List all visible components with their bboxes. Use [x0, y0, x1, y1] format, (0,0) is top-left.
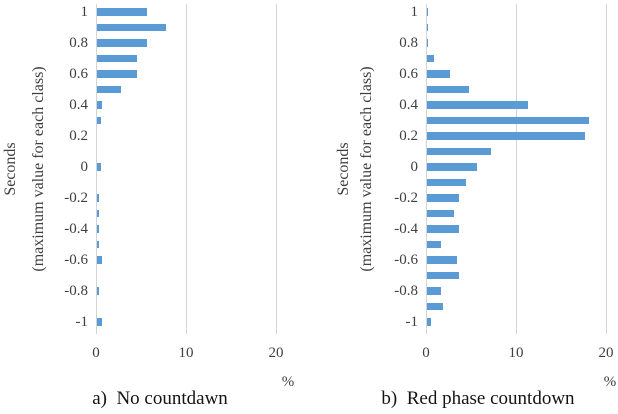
gridline: [186, 4, 187, 334]
y-tick-label: 0: [410, 158, 419, 175]
y-tick-label: -0.6: [64, 251, 88, 268]
y-tick-label: 0.8: [399, 34, 418, 51]
x-tick-label: 0: [422, 345, 430, 361]
bar: [427, 147, 491, 155]
y-tick-label: 0.2: [399, 127, 418, 144]
bar: [427, 178, 466, 186]
bar: [427, 54, 435, 62]
y-tick-label: 1: [80, 3, 89, 20]
gridline: [606, 4, 607, 334]
bar: [97, 287, 99, 295]
y-tick-label: -0.4: [394, 220, 418, 237]
gridline: [276, 4, 277, 334]
bar: [427, 318, 431, 326]
panel-caption-a: a) No countdawn: [92, 388, 228, 409]
bar: [427, 302, 444, 310]
bar: [427, 209, 454, 217]
x-tick-label: 20: [598, 345, 614, 361]
bar: [427, 287, 442, 295]
bar: [427, 70, 450, 78]
gridline: [96, 4, 97, 334]
gridline: [516, 4, 517, 334]
y-tick-label: 0.8: [69, 34, 88, 51]
chart-red-phase-countdown: Seconds (maximum value for each class) %…: [309, 0, 618, 414]
y-tick-label: 0.6: [399, 65, 418, 82]
x-axis-unit-label: %: [603, 374, 617, 390]
bar: [97, 318, 103, 326]
panel-caption-b: b) Red phase countdown: [381, 388, 575, 409]
x-axis-unit-label: %: [281, 374, 295, 390]
y-tick-label: -0.8: [394, 282, 418, 299]
bar: [427, 240, 441, 248]
bar: [97, 240, 99, 248]
bar: [427, 256, 457, 264]
x-tick-label: 0: [92, 345, 100, 361]
y-tick-label: 0.4: [69, 96, 88, 113]
y-tick-label: -0.4: [64, 220, 88, 237]
bar: [427, 271, 459, 279]
bar: [97, 225, 99, 233]
bar: [97, 70, 137, 78]
bar: [97, 85, 122, 93]
y-tick-label: 0.2: [69, 127, 88, 144]
bar: [97, 194, 99, 202]
x-tick-label: 10: [508, 345, 524, 361]
y-tick-label: -0.2: [64, 189, 88, 206]
y-tick-label: -0.8: [64, 282, 88, 299]
x-tick-label: 10: [178, 345, 194, 361]
x-tick-label: 20: [268, 345, 284, 361]
y-tick-label: 1: [410, 3, 419, 20]
bar: [97, 209, 99, 217]
bar: [427, 39, 428, 47]
bar: [427, 116, 589, 124]
bar: [97, 23, 167, 31]
bar: [97, 116, 101, 124]
gridline: [426, 4, 427, 334]
bar: [427, 194, 459, 202]
y-tick-label: 0.6: [69, 65, 88, 82]
bar: [97, 163, 101, 171]
bar: [97, 54, 137, 62]
bar: [427, 225, 460, 233]
bar: [427, 85, 470, 93]
y-tick-label: -0.6: [394, 251, 418, 268]
bar: [97, 39, 148, 47]
chart-no-countdown: Seconds (maximum value for each class) %…: [0, 0, 300, 414]
y-tick-label: 0.4: [399, 96, 418, 113]
y-tick-label: -1: [75, 313, 89, 330]
bar: [427, 23, 428, 31]
bar: [427, 132, 585, 140]
bar: [427, 8, 428, 16]
bar: [427, 101, 528, 109]
y-tick-label: 0: [80, 158, 89, 175]
bar: [97, 256, 102, 264]
y-tick-label: -0.2: [394, 189, 418, 206]
y-tick-label: -1: [405, 313, 419, 330]
bar: [427, 163, 478, 171]
bar: [97, 101, 102, 109]
bar: [97, 8, 148, 16]
